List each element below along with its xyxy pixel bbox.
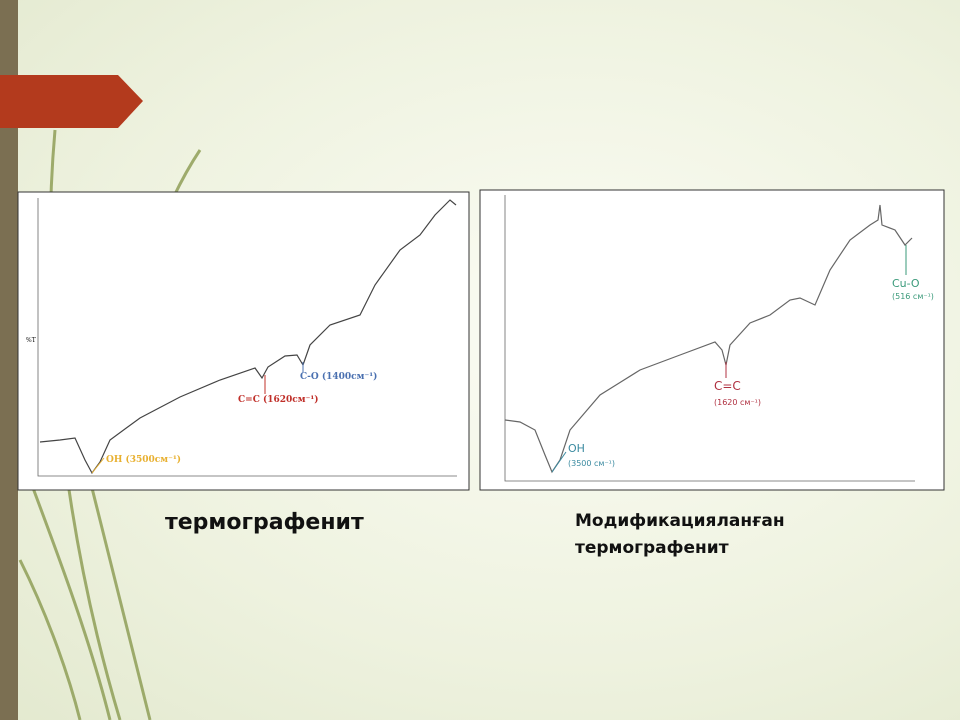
annotation: C=C (1620см⁻¹) (238, 394, 319, 405)
caption-line: термографенит (575, 538, 729, 558)
annotation: OH (568, 442, 585, 455)
caption-line: Модификацияланған (575, 511, 785, 531)
annotation: (1620 см⁻¹) (714, 398, 761, 407)
annotation: (516 см⁻¹) (892, 292, 934, 301)
title-arrow (0, 75, 143, 128)
figure-frame (479, 189, 945, 491)
annotation-leaders (91, 245, 907, 474)
y-label: %T (26, 337, 36, 344)
caption: термографенит (165, 510, 364, 535)
annotation: Cu-O (892, 277, 920, 290)
annotation: C=C (714, 379, 741, 393)
annotation: (3500 см⁻¹) (568, 459, 615, 468)
annotation: OH (3500см⁻¹) (106, 454, 181, 465)
side-bar (0, 0, 18, 720)
figure-frame (17, 191, 470, 491)
annotation: C-O (1400см⁻¹) (300, 371, 377, 382)
caption: Модификацияланған термографенит (575, 508, 785, 562)
axes (37, 195, 915, 482)
